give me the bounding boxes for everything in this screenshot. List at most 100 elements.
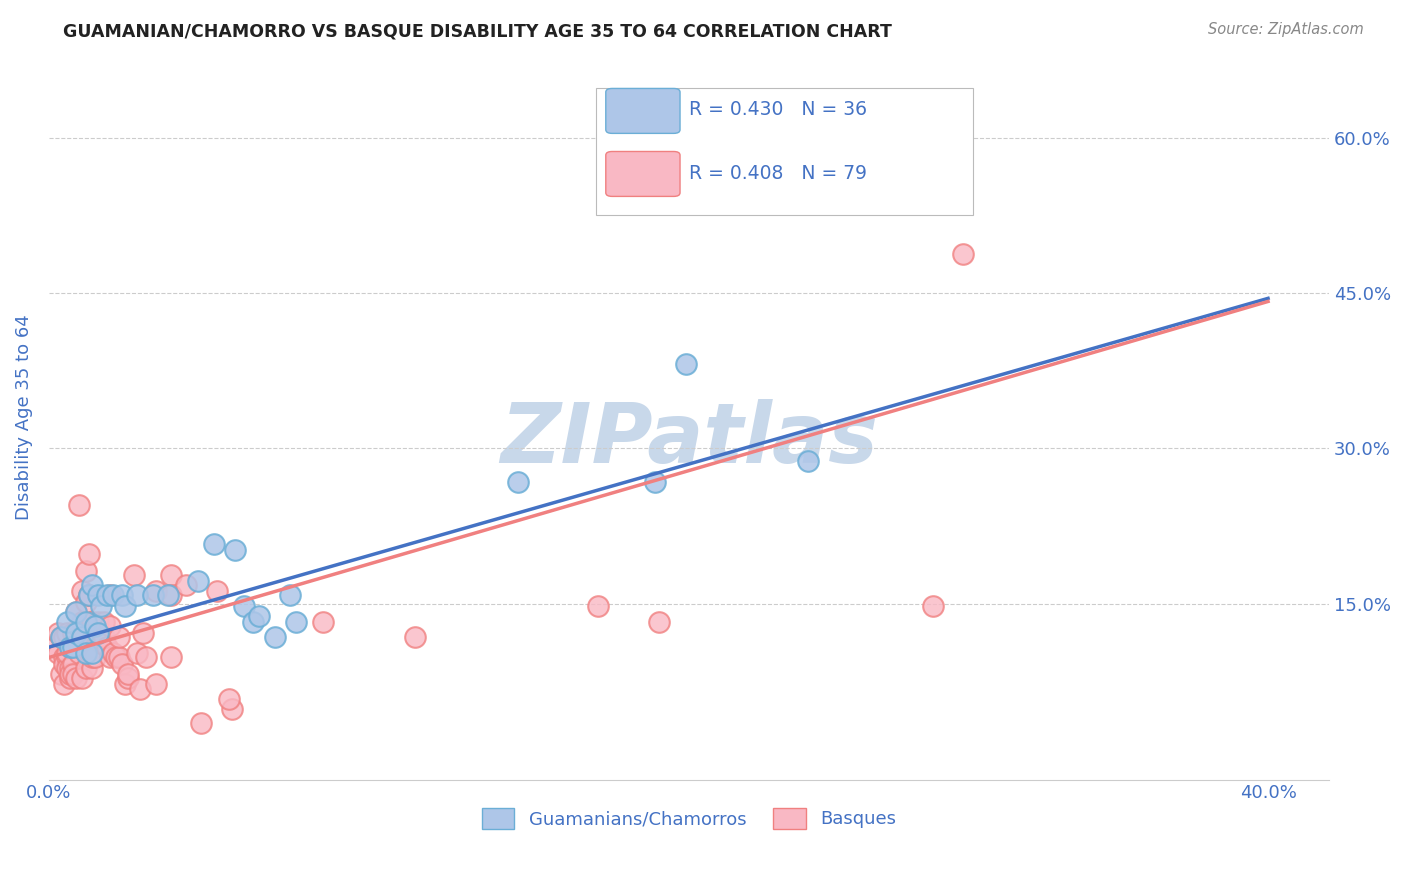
- Point: [80, 661, 103, 675]
- Point: [952, 247, 974, 261]
- Point: [56, 650, 79, 665]
- Point: [87, 588, 110, 602]
- Text: Source: ZipAtlas.com: Source: ZipAtlas.com: [1208, 22, 1364, 37]
- Point: [69, 499, 91, 513]
- Point: [80, 615, 103, 630]
- Point: [921, 599, 943, 613]
- Point: [83, 619, 105, 633]
- Point: [117, 667, 139, 681]
- Point: [278, 588, 301, 602]
- Point: [98, 619, 121, 633]
- Point: [105, 650, 128, 665]
- Point: [77, 588, 100, 602]
- Point: [675, 357, 697, 371]
- Point: [117, 671, 139, 685]
- Y-axis label: Disability Age 35 to 64: Disability Age 35 to 64: [15, 315, 32, 520]
- Point: [108, 630, 131, 644]
- Point: [53, 657, 76, 671]
- Point: [160, 588, 183, 602]
- Point: [87, 630, 110, 644]
- Point: [46, 625, 69, 640]
- Point: [127, 646, 149, 660]
- Text: R = 0.408   N = 79: R = 0.408 N = 79: [689, 164, 868, 183]
- Point: [312, 615, 335, 630]
- Point: [65, 625, 87, 640]
- Point: [145, 677, 167, 691]
- Point: [56, 661, 79, 675]
- Point: [87, 625, 110, 640]
- Point: [59, 640, 82, 654]
- Point: [205, 584, 228, 599]
- Point: [65, 605, 87, 619]
- Point: [202, 536, 225, 550]
- Point: [59, 640, 82, 654]
- Point: [108, 650, 131, 665]
- Point: [56, 615, 79, 630]
- Point: [75, 594, 97, 608]
- Point: [233, 599, 256, 613]
- Point: [80, 578, 103, 592]
- Point: [83, 650, 105, 665]
- Point: [221, 702, 243, 716]
- Point: [160, 650, 183, 665]
- Point: [59, 671, 82, 685]
- Point: [96, 640, 118, 654]
- Point: [644, 475, 666, 489]
- Point: [101, 588, 124, 602]
- Text: R = 0.430   N = 36: R = 0.430 N = 36: [689, 100, 868, 119]
- Point: [62, 667, 84, 681]
- Point: [65, 605, 87, 619]
- Point: [80, 646, 103, 660]
- Point: [90, 636, 112, 650]
- Text: GUAMANIAN/CHAMORRO VS BASQUE DISABILITY AGE 35 TO 64 CORRELATION CHART: GUAMANIAN/CHAMORRO VS BASQUE DISABILITY …: [63, 22, 893, 40]
- Point: [59, 667, 82, 681]
- Point: [190, 715, 212, 730]
- Point: [77, 588, 100, 602]
- Point: [508, 475, 530, 489]
- Point: [69, 636, 91, 650]
- Point: [75, 615, 97, 630]
- FancyBboxPatch shape: [606, 152, 681, 196]
- Point: [72, 630, 94, 644]
- Point: [187, 574, 209, 588]
- Bar: [596, 87, 973, 214]
- Point: [142, 588, 165, 602]
- Point: [75, 661, 97, 675]
- Point: [72, 615, 94, 630]
- Point: [96, 588, 118, 602]
- Point: [111, 588, 134, 602]
- Point: [44, 640, 66, 654]
- Point: [101, 646, 124, 660]
- Point: [62, 657, 84, 671]
- Point: [98, 650, 121, 665]
- Point: [75, 646, 97, 660]
- Point: [160, 567, 183, 582]
- Text: ZIPatlas: ZIPatlas: [501, 399, 877, 480]
- Point: [218, 692, 240, 706]
- Point: [72, 584, 94, 599]
- Point: [56, 625, 79, 640]
- Point: [90, 599, 112, 613]
- Point: [83, 619, 105, 633]
- Point: [75, 564, 97, 578]
- Point: [242, 615, 264, 630]
- Point: [174, 578, 197, 592]
- Point: [51, 630, 73, 644]
- Point: [145, 584, 167, 599]
- Point: [647, 615, 669, 630]
- Point: [93, 630, 115, 644]
- Point: [62, 625, 84, 640]
- Point: [114, 677, 136, 691]
- Point: [56, 646, 79, 660]
- Point: [132, 625, 155, 640]
- Point: [93, 615, 115, 630]
- Point: [135, 650, 157, 665]
- Point: [53, 630, 76, 644]
- Point: [586, 599, 609, 613]
- Point: [77, 547, 100, 561]
- Point: [247, 609, 270, 624]
- Point: [53, 677, 76, 691]
- Point: [114, 599, 136, 613]
- Point: [59, 661, 82, 675]
- Point: [129, 681, 152, 696]
